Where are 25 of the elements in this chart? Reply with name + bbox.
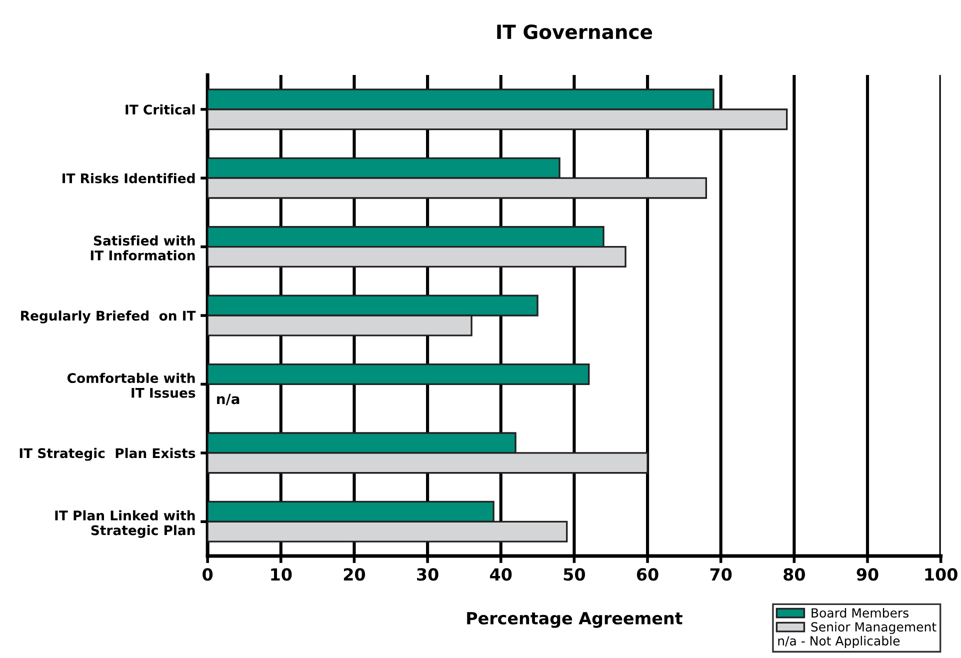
x-tick-label: 20 xyxy=(344,568,366,581)
x-tick-label: 10 xyxy=(271,568,292,581)
y-tick-label: IT Plan Linked with Strategic Plan xyxy=(55,510,195,538)
y-tick-label: Satisfied with IT Information xyxy=(90,235,195,260)
legend-label: Board Members xyxy=(812,608,908,618)
x-tick-label: 90 xyxy=(856,568,878,581)
y-tick-label: Comfortable with IT Issues xyxy=(67,372,196,398)
chart-title: IT Governance xyxy=(497,24,652,40)
x-tick-label: 30 xyxy=(417,568,438,581)
x-tick-label: 50 xyxy=(564,568,585,581)
y-tick-label: IT Critical xyxy=(126,104,195,115)
y-tick-label: Regularly Briefed on IT xyxy=(21,310,196,324)
x-tick-label: 80 xyxy=(784,568,805,581)
x-tick-label: 100 xyxy=(925,568,958,581)
x-tick-label: 0 xyxy=(202,568,213,581)
y-tick-label: IT Risks Identified xyxy=(62,173,195,184)
text: n/a - Not Applicable xyxy=(778,636,900,648)
x-tick-label: 70 xyxy=(710,568,732,581)
x-tick-label: 40 xyxy=(490,568,512,581)
annotation: n/a xyxy=(217,394,240,406)
bar xyxy=(208,363,590,386)
y-tick-label: IT Strategic Plan Exists xyxy=(20,448,196,461)
x-axis-title: Percentage Agreement xyxy=(467,612,682,628)
legend-label: Senior Management xyxy=(811,622,936,634)
x-tick-label: 60 xyxy=(636,568,658,581)
